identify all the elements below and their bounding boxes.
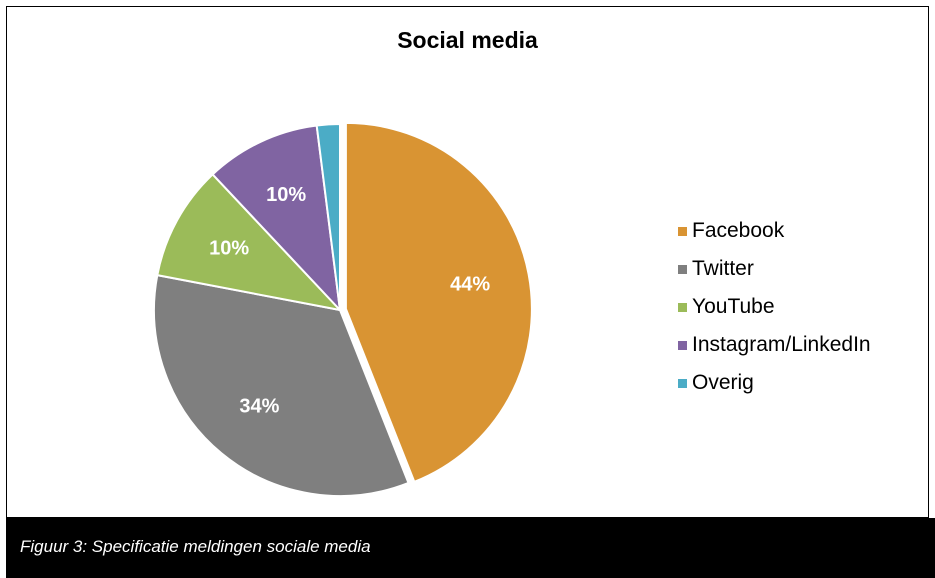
legend-swatch xyxy=(678,302,687,312)
pie-slice-twitter xyxy=(153,273,410,497)
pie-data-label: 44% xyxy=(450,273,490,295)
legend-swatch xyxy=(678,340,687,350)
legend-item-youtube: YouTube xyxy=(678,288,871,326)
pie-slice-facebook xyxy=(344,121,533,484)
pie-slice-youtube xyxy=(156,172,343,312)
legend-item-facebook: Facebook xyxy=(678,212,871,250)
pie-slice-overig xyxy=(315,122,341,311)
legend-label: Facebook xyxy=(692,219,785,242)
caption-text: Figuur 3: Specificatie meldingen sociale… xyxy=(20,537,371,556)
legend-item-instagram-linkedin: Instagram/LinkedIn xyxy=(678,326,871,364)
legend-item-overig: Overig xyxy=(678,364,871,402)
legend-label: Overig xyxy=(692,371,754,394)
pie-data-label: 34% xyxy=(239,396,279,418)
legend-label: Instagram/LinkedIn xyxy=(692,333,871,356)
pie-slice-instagram-linkedin xyxy=(211,124,342,313)
legend-label: Twitter xyxy=(692,257,754,280)
chart-legend: Facebook Twitter YouTube Instagram/Linke… xyxy=(678,212,871,402)
legend-swatch xyxy=(678,378,687,388)
legend-swatch xyxy=(678,264,687,274)
pie-data-label: 10% xyxy=(266,184,306,206)
legend-label: YouTube xyxy=(692,295,775,318)
legend-swatch xyxy=(678,226,687,236)
legend-item-twitter: Twitter xyxy=(678,250,871,288)
chart-title: Social media xyxy=(397,27,538,53)
figure-caption: Figuur 3: Specificatie meldingen sociale… xyxy=(6,518,935,578)
pie-data-label: 10% xyxy=(209,237,249,259)
